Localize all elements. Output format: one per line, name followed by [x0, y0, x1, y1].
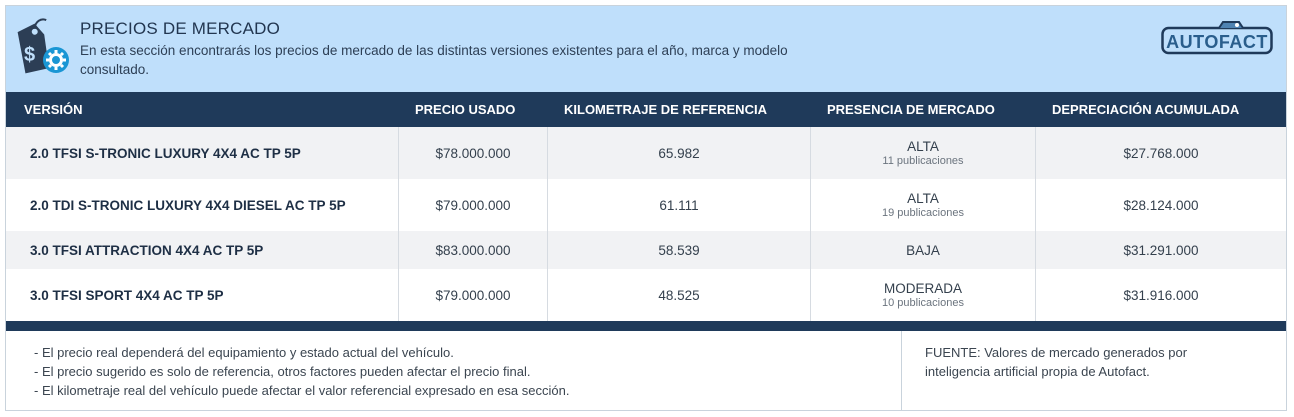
cell-version: 2.0 TFSI S-TRONIC LUXURY 4X4 AC TP 5P: [30, 145, 301, 161]
table-header: VERSIÓN PRECIO USADO KILOMETRAJE DE REFE…: [6, 92, 1286, 127]
cell-kilometraje: 48.525: [658, 287, 700, 303]
table-row: 3.0 TFSI SPORT 4X4 AC TP 5P $79.000.000 …: [6, 269, 1286, 321]
disclaimer-notes: - El precio real dependerá del equipamie…: [34, 343, 569, 400]
cell-presencia: BAJA: [811, 231, 1035, 269]
cell-version: 3.0 TFSI ATTRACTION 4X4 AC TP 5P: [30, 242, 264, 258]
panel-header: $ PRECIOS DE MERCADO En esta sección enc…: [6, 6, 1286, 92]
logo-text: AUTOFACT: [1166, 32, 1268, 52]
cell-precio: $79.000.000: [435, 197, 511, 213]
cell-kilometraje: 65.982: [658, 145, 700, 161]
panel-title: PRECIOS DE MERCADO: [80, 19, 281, 38]
note-line: - El kilometraje real del vehículo puede…: [34, 383, 570, 398]
column-header-depreciacion: DEPRECIACIÓN ACUMULADA: [1052, 102, 1240, 117]
note-line: - El precio sugerido es solo de referenc…: [34, 364, 531, 379]
column-divider: [547, 127, 548, 321]
column-header-kilometraje: KILOMETRAJE DE REFERENCIA: [564, 102, 767, 117]
cell-depreciacion: $28.124.000: [1123, 197, 1199, 213]
table-row: 2.0 TDI S-TRONIC LUXURY 4X4 DIESEL AC TP…: [6, 179, 1286, 231]
autofact-logo: AUTOFACT: [1161, 21, 1273, 55]
column-header-version: VERSIÓN: [24, 102, 83, 117]
publications-count: 10 publicaciones: [882, 297, 964, 309]
cell-depreciacion: $31.916.000: [1123, 287, 1199, 303]
column-divider: [810, 127, 811, 321]
presence-level: BAJA: [906, 242, 940, 258]
column-header-presencia: PRESENCIA DE MERCADO: [827, 102, 995, 117]
cell-kilometraje: 61.111: [659, 197, 699, 213]
cell-version: 3.0 TFSI SPORT 4X4 AC TP 5P: [30, 287, 224, 303]
cell-precio: $78.000.000: [435, 145, 511, 161]
cell-kilometraje: 58.539: [658, 242, 700, 258]
presence-level: MODERADA: [883, 281, 962, 296]
column-divider: [398, 127, 399, 321]
column-divider: [1035, 127, 1036, 321]
cell-presencia: ALTA 11 publicaciones: [811, 127, 1035, 179]
panel-description: En esta sección encontrarás los precios …: [80, 43, 788, 77]
presence-level: ALTA: [907, 139, 939, 154]
presence-level: ALTA: [907, 191, 939, 206]
note-line: - El precio real dependerá del equipamie…: [34, 345, 454, 360]
publications-count: 19 publicaciones: [882, 207, 964, 219]
footer-divider: [901, 331, 902, 410]
svg-text:$: $: [24, 44, 35, 66]
cell-depreciacion: $31.291.000: [1123, 242, 1199, 258]
cell-precio: $79.000.000: [435, 287, 511, 303]
cell-presencia: ALTA 19 publicaciones: [811, 179, 1035, 231]
source-note: FUENTE: Valores de mercado generados por…: [925, 345, 1188, 379]
price-tag-gear-icon: $: [17, 18, 69, 74]
cell-version: 2.0 TDI S-TRONIC LUXURY 4X4 DIESEL AC TP…: [30, 197, 346, 213]
table-row: 2.0 TFSI S-TRONIC LUXURY 4X4 AC TP 5P $7…: [6, 127, 1286, 179]
cell-depreciacion: $27.768.000: [1123, 145, 1199, 161]
publications-count: 11 publicaciones: [882, 155, 964, 167]
table-footer-band: [6, 321, 1286, 331]
cell-precio: $83.000.000: [435, 242, 511, 258]
table-row: 3.0 TFSI ATTRACTION 4X4 AC TP 5P $83.000…: [6, 231, 1286, 269]
cell-presencia: MODERADA 10 publicaciones: [811, 269, 1035, 321]
column-header-precio: PRECIO USADO: [415, 102, 516, 117]
market-prices-panel: $ PRECIOS DE MERCADO En esta sección enc…: [5, 5, 1287, 411]
